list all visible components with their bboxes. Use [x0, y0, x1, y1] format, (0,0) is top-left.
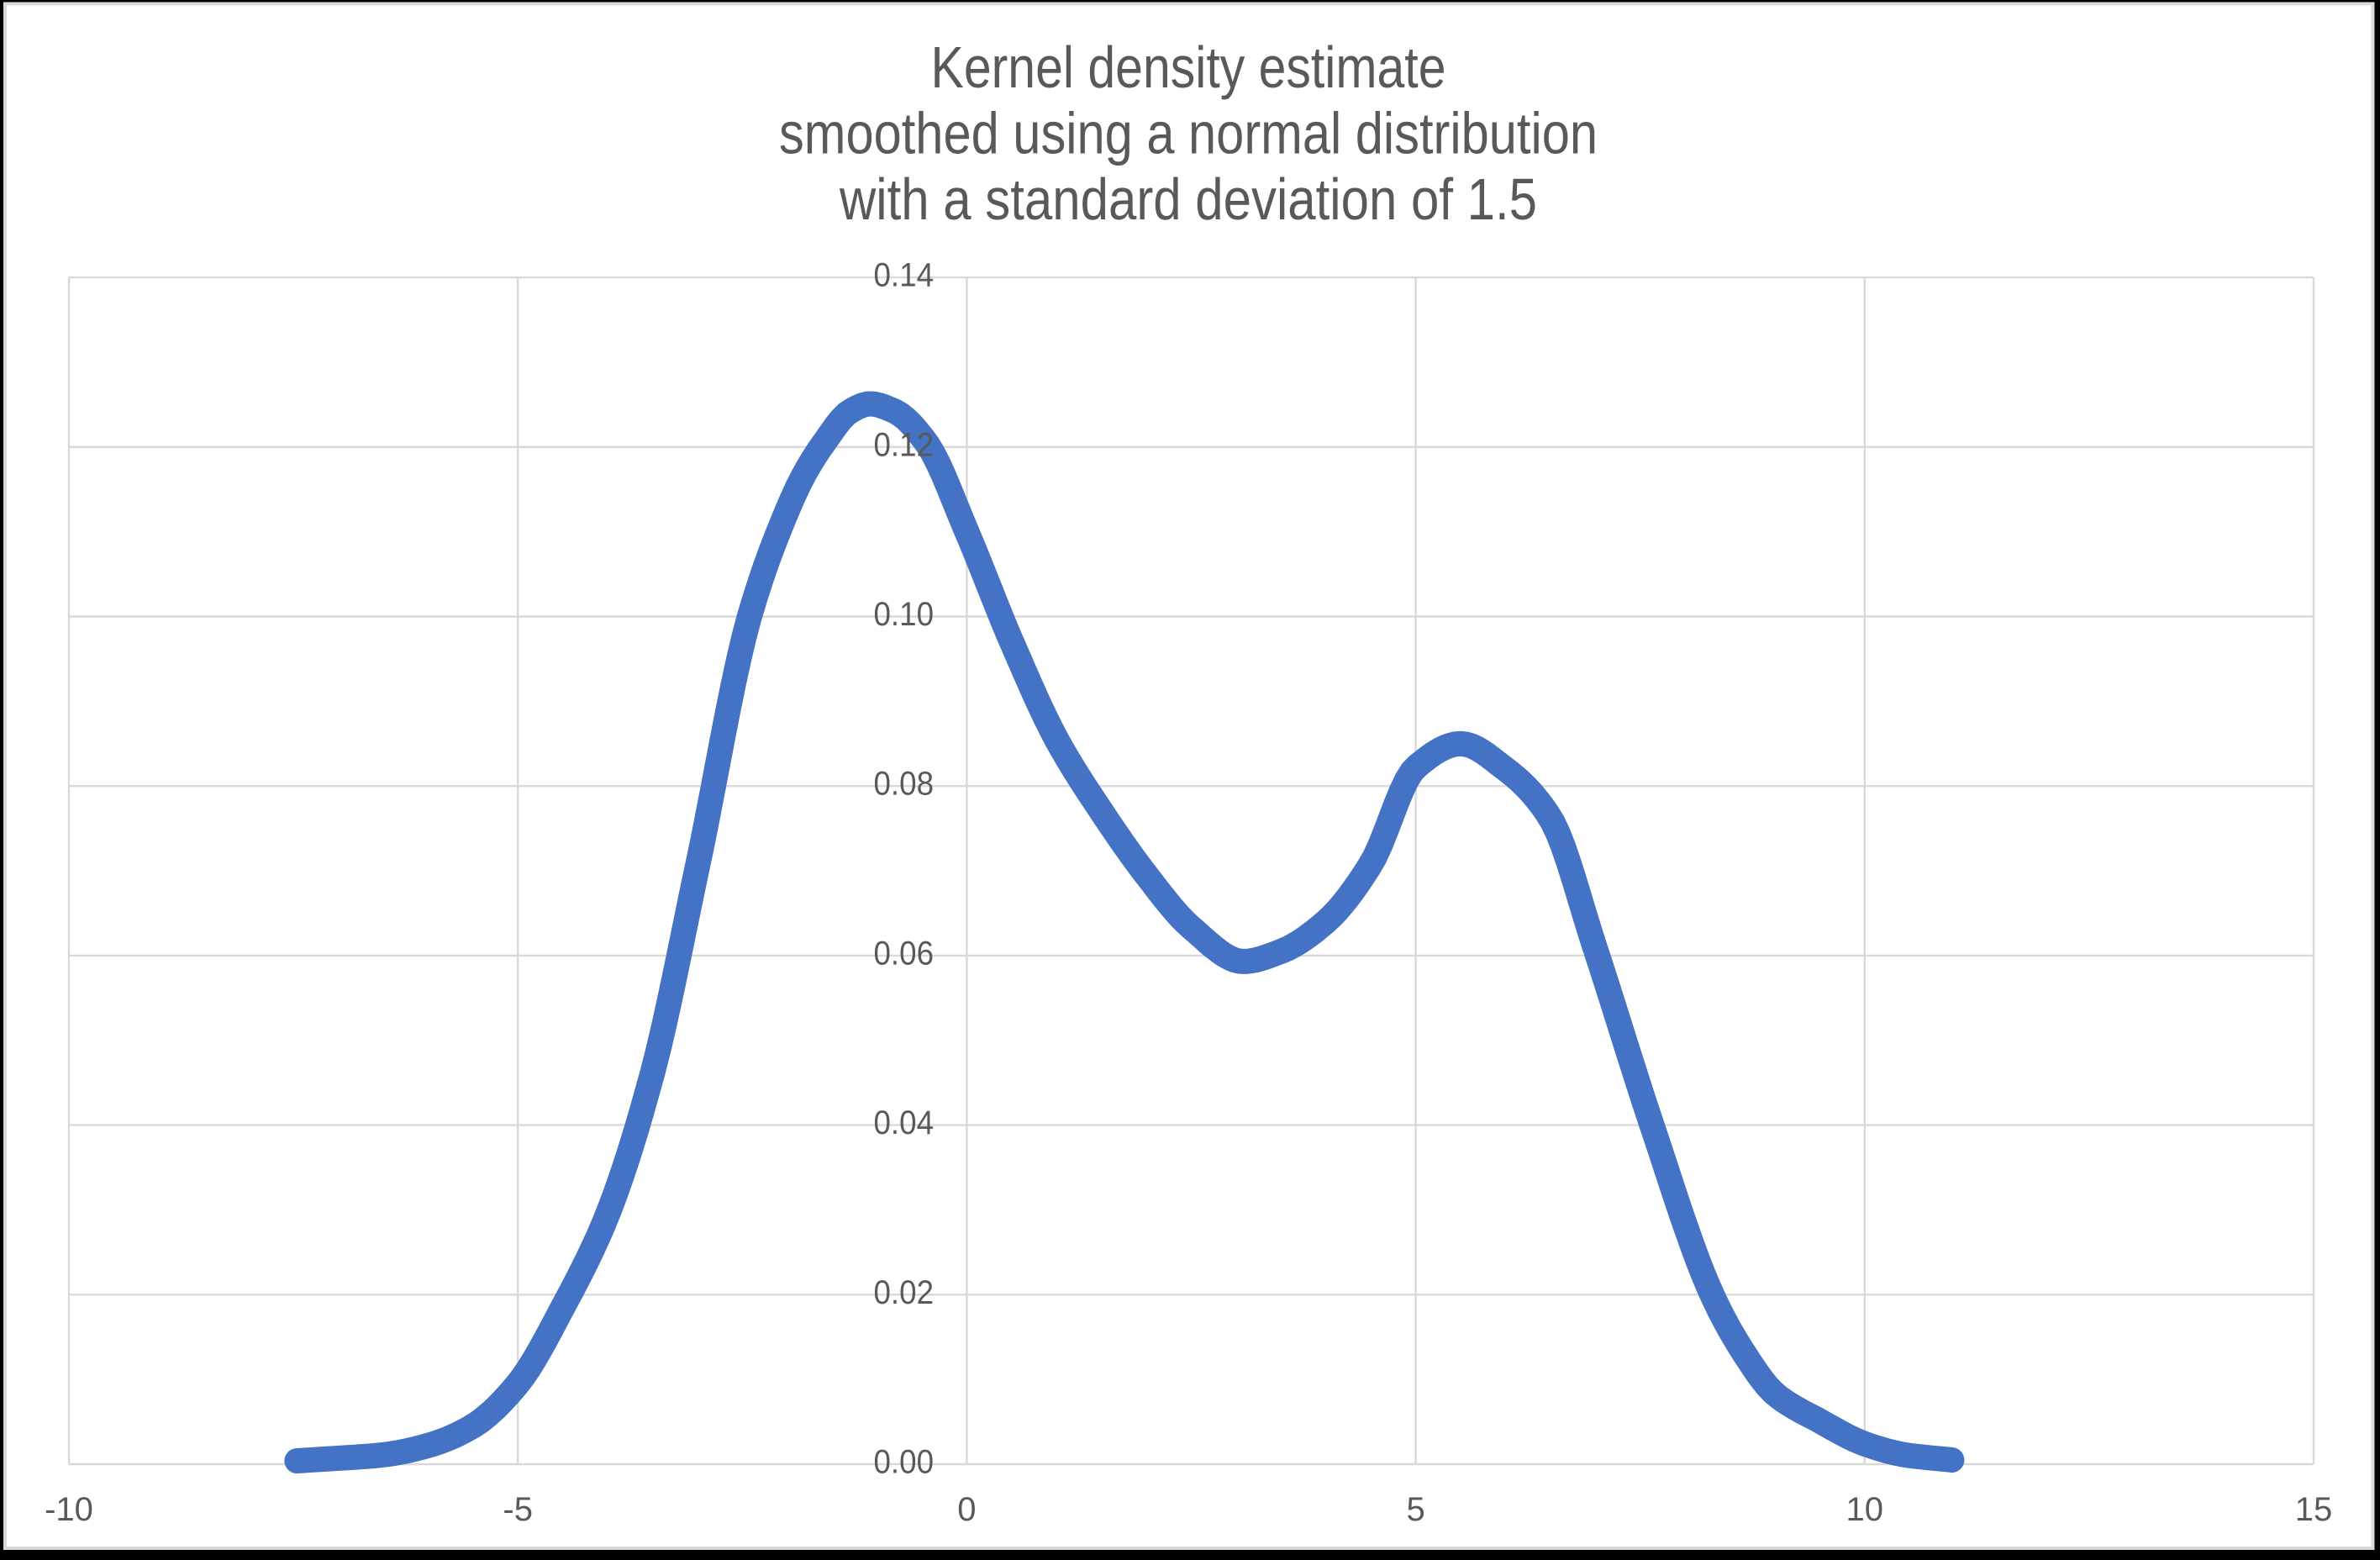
- svg-text:0.10: 0.10: [874, 596, 935, 633]
- svg-text:15: 15: [2295, 1491, 2333, 1528]
- svg-text:-10: -10: [45, 1491, 93, 1528]
- svg-text:0.08: 0.08: [874, 766, 935, 803]
- svg-text:0.14: 0.14: [874, 257, 935, 294]
- svg-text:5: 5: [1406, 1491, 1424, 1528]
- svg-text:-5: -5: [503, 1491, 533, 1528]
- svg-text:0.12: 0.12: [874, 426, 935, 463]
- svg-text:0.02: 0.02: [874, 1274, 935, 1311]
- svg-text:10: 10: [1846, 1491, 1884, 1528]
- svg-text:0.00: 0.00: [874, 1444, 935, 1481]
- svg-text:with a standard deviation of 1: with a standard deviation of 1.5: [839, 166, 1537, 232]
- svg-text:Kernel density estimate: Kernel density estimate: [931, 34, 1446, 100]
- svg-text:0.04: 0.04: [874, 1104, 935, 1141]
- svg-text:0: 0: [957, 1491, 976, 1528]
- svg-text:smoothed using a normal distri: smoothed using a normal distribution: [779, 101, 1598, 166]
- svg-text:0.06: 0.06: [874, 935, 935, 972]
